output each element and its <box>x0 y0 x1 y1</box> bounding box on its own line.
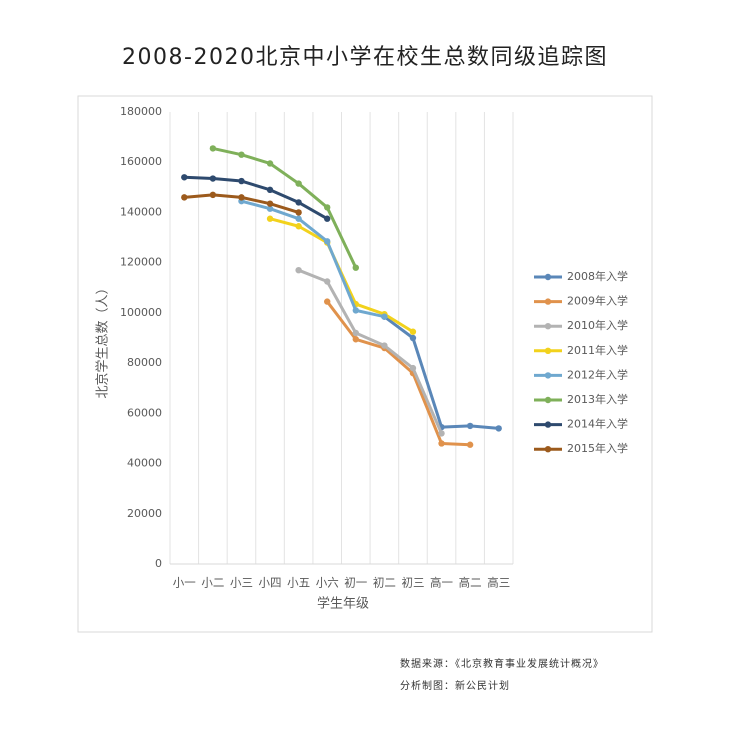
x-tick-label: 初二 <box>373 576 396 590</box>
data-point <box>495 425 502 432</box>
data-point <box>295 180 302 187</box>
data-point <box>209 145 217 152</box>
data-point <box>266 215 274 222</box>
x-tick-label: 初三 <box>401 576 424 590</box>
x-tick-label: 高一 <box>430 576 453 590</box>
legend-marker <box>544 298 552 305</box>
data-point <box>238 177 245 185</box>
legend-label: 2012年入学 <box>567 367 628 381</box>
source-note: 数据来源：《北京教育事业发展统计概况》 <box>400 657 604 670</box>
data-point <box>409 364 417 372</box>
data-point <box>381 313 388 320</box>
x-tick-label: 高二 <box>459 576 482 590</box>
data-point <box>295 223 302 230</box>
data-point <box>295 215 302 222</box>
x-tick-label: 初一 <box>344 576 367 590</box>
legend-marker <box>544 323 552 330</box>
legend-marker <box>544 347 552 354</box>
data-point <box>352 336 359 343</box>
legend-marker <box>544 421 552 428</box>
data-point <box>209 191 217 199</box>
data-point <box>352 307 359 314</box>
legend-label: 2013年入学 <box>567 392 628 406</box>
data-point <box>209 175 217 182</box>
data-point <box>409 328 417 335</box>
y-tick-label: 80000 <box>127 356 162 369</box>
data-point <box>295 267 302 274</box>
data-point <box>324 215 331 222</box>
legend-label: 2011年入学 <box>567 343 628 357</box>
data-point <box>266 200 274 207</box>
data-point <box>324 204 331 211</box>
chart-title: 2008-2020北京中小学在校生总数同级追踪图 <box>122 45 608 70</box>
data-point <box>466 441 474 448</box>
chart-frame <box>77 95 653 633</box>
legend-marker <box>544 273 552 281</box>
x-tick-label: 小二 <box>201 576 224 590</box>
y-tick-label: 180000 <box>120 105 162 118</box>
data-point <box>466 422 474 430</box>
y-tick-label: 40000 <box>127 457 162 470</box>
data-point <box>238 194 245 201</box>
y-tick-label: 20000 <box>127 507 162 520</box>
legend-label: 2008年入学 <box>567 269 628 283</box>
y-tick-label: 60000 <box>127 406 162 419</box>
series-line <box>298 268 443 435</box>
legend-label: 2010年入学 <box>567 318 628 332</box>
x-tick-label: 小四 <box>259 576 282 590</box>
y-tick-label: 120000 <box>120 256 162 269</box>
series-line <box>184 175 328 221</box>
data-point <box>352 329 359 337</box>
x-tick-label: 小五 <box>287 576 310 590</box>
x-tick-label: 高三 <box>487 576 510 590</box>
data-point <box>238 151 245 158</box>
series-line <box>241 199 385 319</box>
x-tick-label: 小一 <box>173 576 196 590</box>
series-line <box>383 315 499 430</box>
legend-label: 2014年入学 <box>567 417 628 431</box>
data-point <box>409 334 417 342</box>
data-point <box>381 342 388 349</box>
data-point <box>295 199 302 206</box>
y-tick-label: 160000 <box>120 155 162 168</box>
data-point <box>352 264 359 271</box>
y-tick-label: 100000 <box>120 306 162 319</box>
data-point <box>324 238 331 245</box>
y-axis-label: 北京学生总数（人） <box>95 281 111 398</box>
data-point <box>181 174 188 181</box>
data-point <box>266 160 274 167</box>
data-point <box>438 440 445 447</box>
series-line <box>212 146 358 269</box>
legend-marker <box>544 396 552 404</box>
data-point <box>324 278 331 285</box>
legend-marker <box>544 372 552 379</box>
x-tick-label: 小六 <box>316 576 339 590</box>
data-point <box>266 186 274 194</box>
data-point <box>295 209 302 216</box>
data-point <box>181 194 188 201</box>
x-axis-label: 学生年级 <box>317 596 369 612</box>
data-point <box>324 298 331 305</box>
data-point <box>266 205 274 212</box>
legend-label: 2015年入学 <box>567 441 628 455</box>
author-note: 分析制图：新公民计划 <box>400 679 510 692</box>
series-line <box>326 300 471 447</box>
y-tick-label: 140000 <box>120 205 162 218</box>
y-tick-label: 0 <box>155 557 162 570</box>
legend-label: 2009年入学 <box>567 294 628 308</box>
x-tick-label: 小三 <box>230 576 253 590</box>
data-point <box>438 430 445 437</box>
legend-marker <box>544 446 552 453</box>
